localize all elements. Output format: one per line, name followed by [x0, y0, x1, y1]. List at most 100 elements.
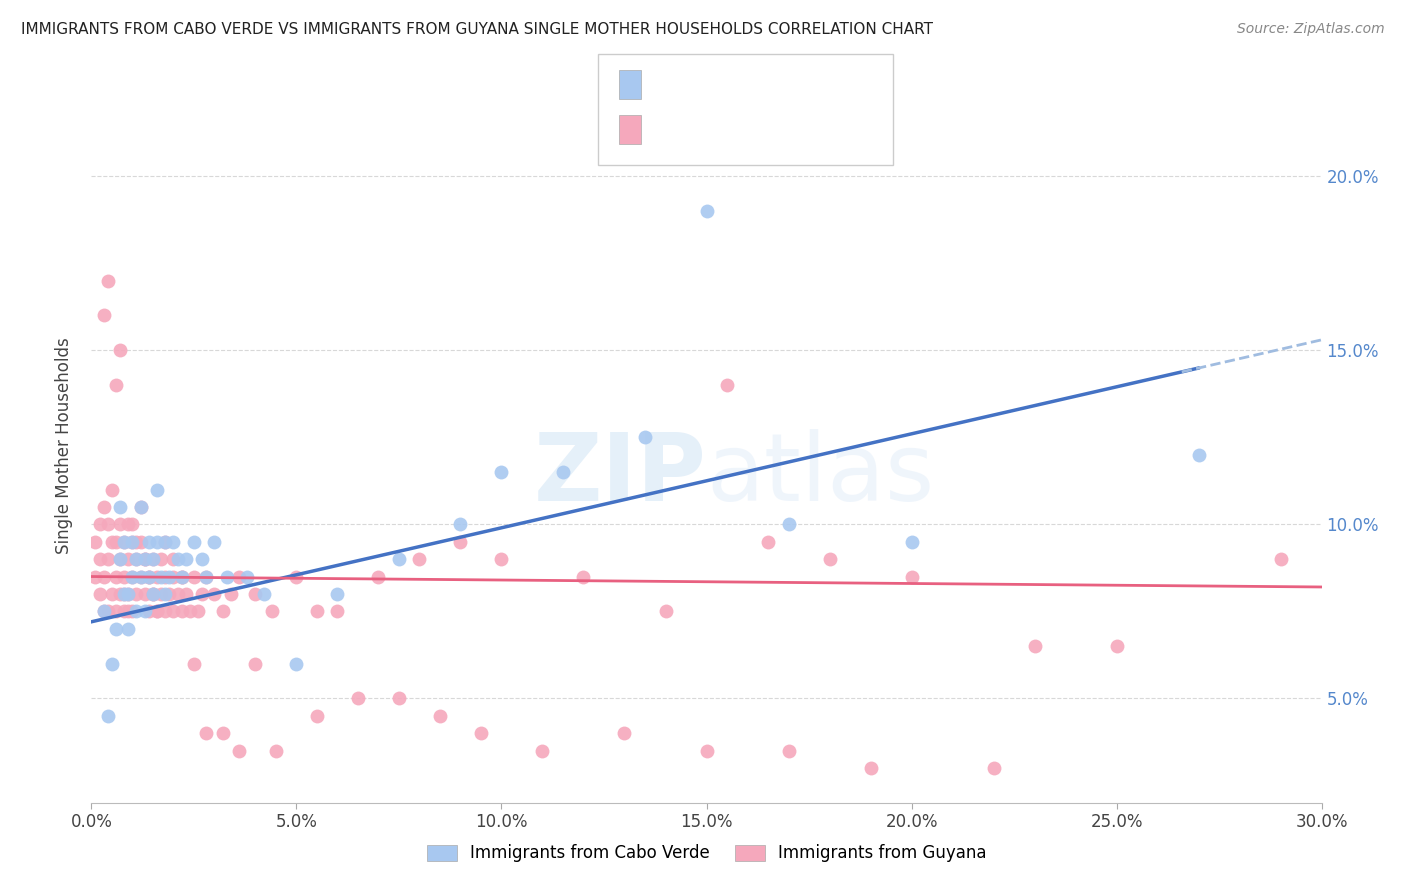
- Point: [112, 587, 135, 601]
- Point: [211, 604, 233, 618]
- Point: [125, 552, 148, 566]
- Point: [179, 604, 201, 618]
- Point: [756, 534, 779, 549]
- Point: [162, 552, 184, 566]
- Point: [1024, 639, 1046, 653]
- Point: [101, 587, 124, 601]
- Point: [305, 708, 328, 723]
- Y-axis label: Single Mother Households: Single Mother Households: [55, 338, 73, 554]
- Point: [572, 569, 595, 583]
- Point: [157, 587, 180, 601]
- Point: [388, 691, 411, 706]
- Point: [449, 517, 471, 532]
- Point: [125, 604, 148, 618]
- Point: [138, 569, 160, 583]
- Point: [195, 569, 218, 583]
- Point: [108, 587, 131, 601]
- Text: 0.384: 0.384: [690, 76, 748, 94]
- Point: [983, 761, 1005, 775]
- Point: [93, 604, 115, 618]
- Point: [146, 569, 169, 583]
- Point: [202, 587, 225, 601]
- Point: [166, 552, 188, 566]
- Point: [142, 587, 165, 601]
- Text: atlas: atlas: [706, 428, 935, 521]
- Point: [121, 569, 143, 583]
- Point: [153, 604, 177, 618]
- Point: [195, 726, 218, 740]
- Point: [129, 569, 152, 583]
- Text: -0.095: -0.095: [690, 120, 755, 138]
- Point: [183, 534, 205, 549]
- Point: [108, 552, 131, 566]
- Point: [117, 604, 139, 618]
- Point: [1187, 448, 1209, 462]
- Point: [170, 569, 193, 583]
- Point: [142, 552, 165, 566]
- Point: [146, 534, 169, 549]
- Point: [228, 569, 250, 583]
- Point: [138, 569, 160, 583]
- Point: [134, 604, 156, 618]
- Point: [285, 657, 308, 671]
- Point: [429, 708, 451, 723]
- Point: [134, 552, 156, 566]
- Point: [367, 569, 389, 583]
- Point: [211, 726, 233, 740]
- Point: [121, 569, 143, 583]
- Point: [121, 604, 143, 618]
- Point: [129, 534, 152, 549]
- Point: [101, 657, 124, 671]
- Point: [142, 587, 165, 601]
- Point: [93, 569, 115, 583]
- Point: [105, 604, 127, 618]
- Point: [449, 534, 471, 549]
- Point: [170, 604, 193, 618]
- Point: [112, 604, 135, 618]
- Point: [129, 569, 152, 583]
- Text: ZIP: ZIP: [534, 428, 706, 521]
- Point: [108, 517, 131, 532]
- Point: [153, 534, 177, 549]
- Point: [97, 274, 120, 288]
- Point: [129, 500, 152, 514]
- Point: [105, 378, 127, 392]
- Point: [162, 604, 184, 618]
- Point: [187, 604, 209, 618]
- Point: [138, 604, 160, 618]
- Point: [117, 552, 139, 566]
- Point: [89, 552, 111, 566]
- Point: [174, 552, 197, 566]
- Point: [551, 465, 574, 479]
- Point: [105, 534, 127, 549]
- Point: [388, 552, 411, 566]
- Point: [778, 743, 800, 757]
- Point: [89, 587, 111, 601]
- Point: [162, 569, 184, 583]
- Point: [195, 569, 218, 583]
- Point: [613, 726, 636, 740]
- Point: [112, 534, 135, 549]
- Point: [121, 534, 143, 549]
- Point: [531, 743, 554, 757]
- Point: [108, 343, 131, 358]
- Text: 50: 50: [786, 76, 811, 94]
- Point: [142, 587, 165, 601]
- Point: [112, 587, 135, 601]
- Point: [101, 483, 124, 497]
- Point: [191, 587, 214, 601]
- Point: [125, 534, 148, 549]
- Point: [153, 534, 177, 549]
- Point: [117, 517, 139, 532]
- Point: [125, 552, 148, 566]
- Point: [1270, 552, 1292, 566]
- Point: [347, 691, 370, 706]
- Point: [93, 309, 115, 323]
- Point: [695, 743, 717, 757]
- Text: N =: N =: [751, 120, 782, 138]
- Point: [117, 587, 139, 601]
- Text: Source: ZipAtlas.com: Source: ZipAtlas.com: [1237, 22, 1385, 37]
- Text: R =: R =: [652, 120, 683, 138]
- Point: [408, 552, 430, 566]
- Point: [326, 604, 349, 618]
